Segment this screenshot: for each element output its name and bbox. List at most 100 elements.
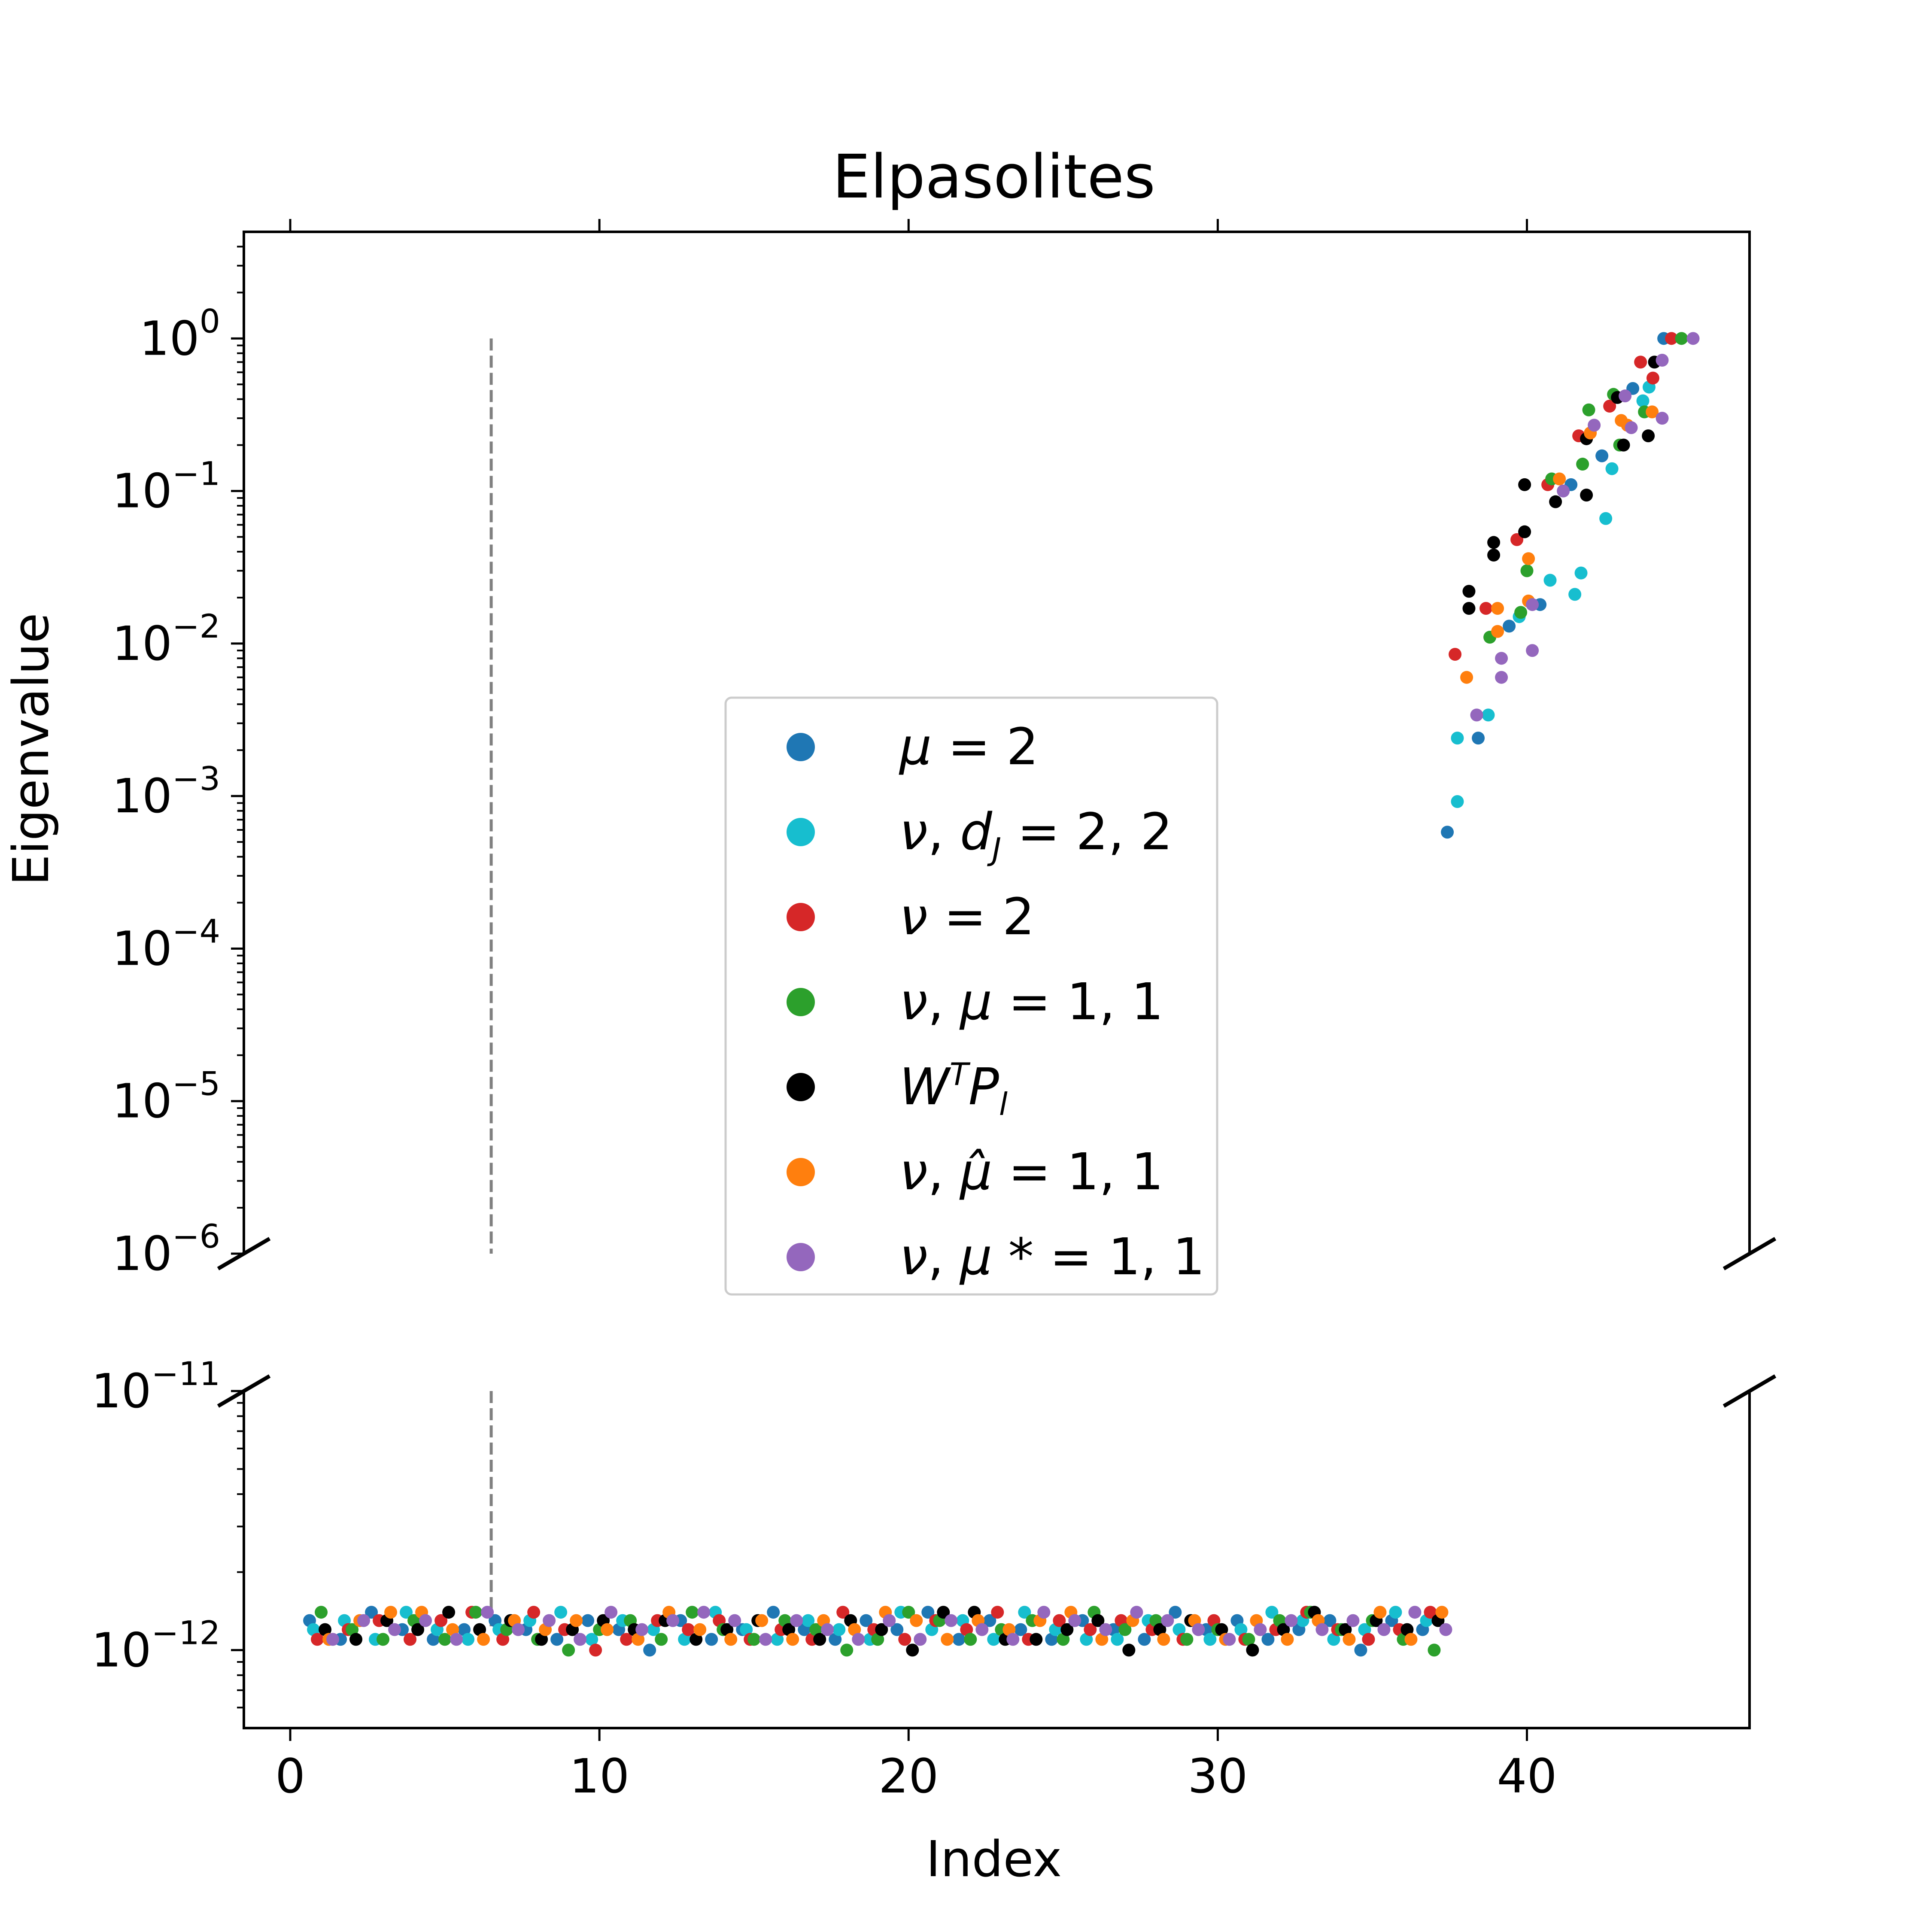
data-point [1619, 389, 1632, 403]
data-point [975, 1623, 989, 1636]
data-point [1553, 472, 1566, 486]
data-point [914, 1633, 927, 1646]
data-point [728, 1614, 741, 1627]
data-point [1130, 1606, 1143, 1619]
data-point [1588, 419, 1601, 432]
data-point [960, 1623, 973, 1636]
data-point [910, 1614, 923, 1627]
data-point [724, 1633, 738, 1646]
data-point [404, 1633, 417, 1646]
data-point [585, 1633, 598, 1646]
data-point [1404, 1633, 1418, 1646]
y-tick-label: 10−5 [112, 1065, 220, 1129]
data-point [666, 1614, 680, 1627]
axis-break-mark [1722, 1374, 1777, 1408]
data-point [1261, 1633, 1275, 1646]
data-point [1161, 1614, 1174, 1627]
data-point [1346, 1614, 1360, 1627]
data-point [813, 1633, 826, 1646]
data-point [1451, 795, 1464, 808]
data-point [400, 1606, 413, 1619]
legend-marker [787, 903, 815, 931]
data-point [1014, 1623, 1027, 1636]
data-point [890, 1623, 904, 1636]
x-tick-label: 20 [878, 1749, 939, 1804]
data-point [1057, 1633, 1070, 1646]
data-point [991, 1606, 1004, 1619]
data-point [1173, 1623, 1186, 1636]
data-point [952, 1633, 966, 1646]
data-point [1549, 495, 1562, 508]
data-point [1099, 1623, 1112, 1636]
data-point [1479, 602, 1493, 615]
data-point [589, 1643, 602, 1657]
data-point [1060, 1623, 1074, 1636]
data-point [786, 1633, 799, 1646]
data-point [747, 1633, 761, 1646]
data-point [365, 1606, 378, 1619]
data-point [693, 1623, 707, 1636]
data-point [315, 1606, 328, 1619]
data-point [434, 1614, 448, 1627]
data-point [357, 1614, 371, 1627]
y-tick-label: 10−11 [91, 1355, 220, 1419]
data-point [384, 1606, 398, 1619]
data-point [697, 1606, 711, 1619]
data-point [1118, 1623, 1132, 1636]
data-point [1522, 552, 1535, 565]
data-point [1557, 484, 1570, 498]
data-point [1327, 1633, 1340, 1646]
data-point [898, 1633, 911, 1646]
data-point [1568, 588, 1582, 601]
y-tick-label: 10−4 [112, 912, 220, 976]
data-point [1400, 1623, 1414, 1636]
data-point [1495, 671, 1508, 684]
data-point [481, 1606, 494, 1619]
data-point [1138, 1633, 1151, 1646]
data-point [767, 1606, 780, 1619]
data-point [438, 1633, 452, 1646]
data-point [1656, 412, 1669, 425]
data-point [1424, 1606, 1437, 1619]
data-point [1084, 1623, 1097, 1636]
data-point [690, 1633, 703, 1646]
data-point [987, 1633, 1000, 1646]
data-point [1242, 1633, 1255, 1646]
data-point [937, 1606, 950, 1619]
data-point [1358, 1623, 1371, 1636]
data-point [836, 1606, 850, 1619]
data-point [906, 1643, 919, 1657]
data-point [1686, 332, 1700, 345]
y-tick-label: 10−6 [112, 1217, 220, 1281]
data-point [307, 1623, 320, 1636]
data-point [941, 1633, 954, 1646]
data-point [1518, 525, 1531, 538]
data-point [450, 1633, 463, 1646]
data-point [1599, 512, 1613, 525]
data-point [1315, 1623, 1329, 1636]
data-point [462, 1633, 475, 1646]
data-point [1595, 449, 1609, 462]
data-point [720, 1623, 734, 1636]
data-point [686, 1606, 699, 1619]
data-point [1636, 394, 1649, 407]
axis-break-mark [1722, 1237, 1777, 1270]
data-point [1122, 1643, 1136, 1657]
data-point [655, 1633, 668, 1646]
data-point [442, 1606, 456, 1619]
data-point [1634, 355, 1647, 369]
data-point [1439, 1623, 1452, 1636]
data-point [1482, 708, 1495, 722]
legend-entry: ν, dJ = 2, 2 [787, 802, 1173, 867]
data-point [1646, 371, 1659, 385]
data-point [635, 1623, 649, 1636]
data-point [388, 1623, 401, 1636]
data-point [1045, 1633, 1058, 1646]
data-point [883, 1614, 896, 1627]
data-point [1642, 429, 1655, 443]
x-tick-label: 10 [569, 1749, 629, 1804]
data-point [1617, 438, 1630, 452]
series-group [326, 332, 1700, 1646]
data-point [829, 1633, 842, 1646]
